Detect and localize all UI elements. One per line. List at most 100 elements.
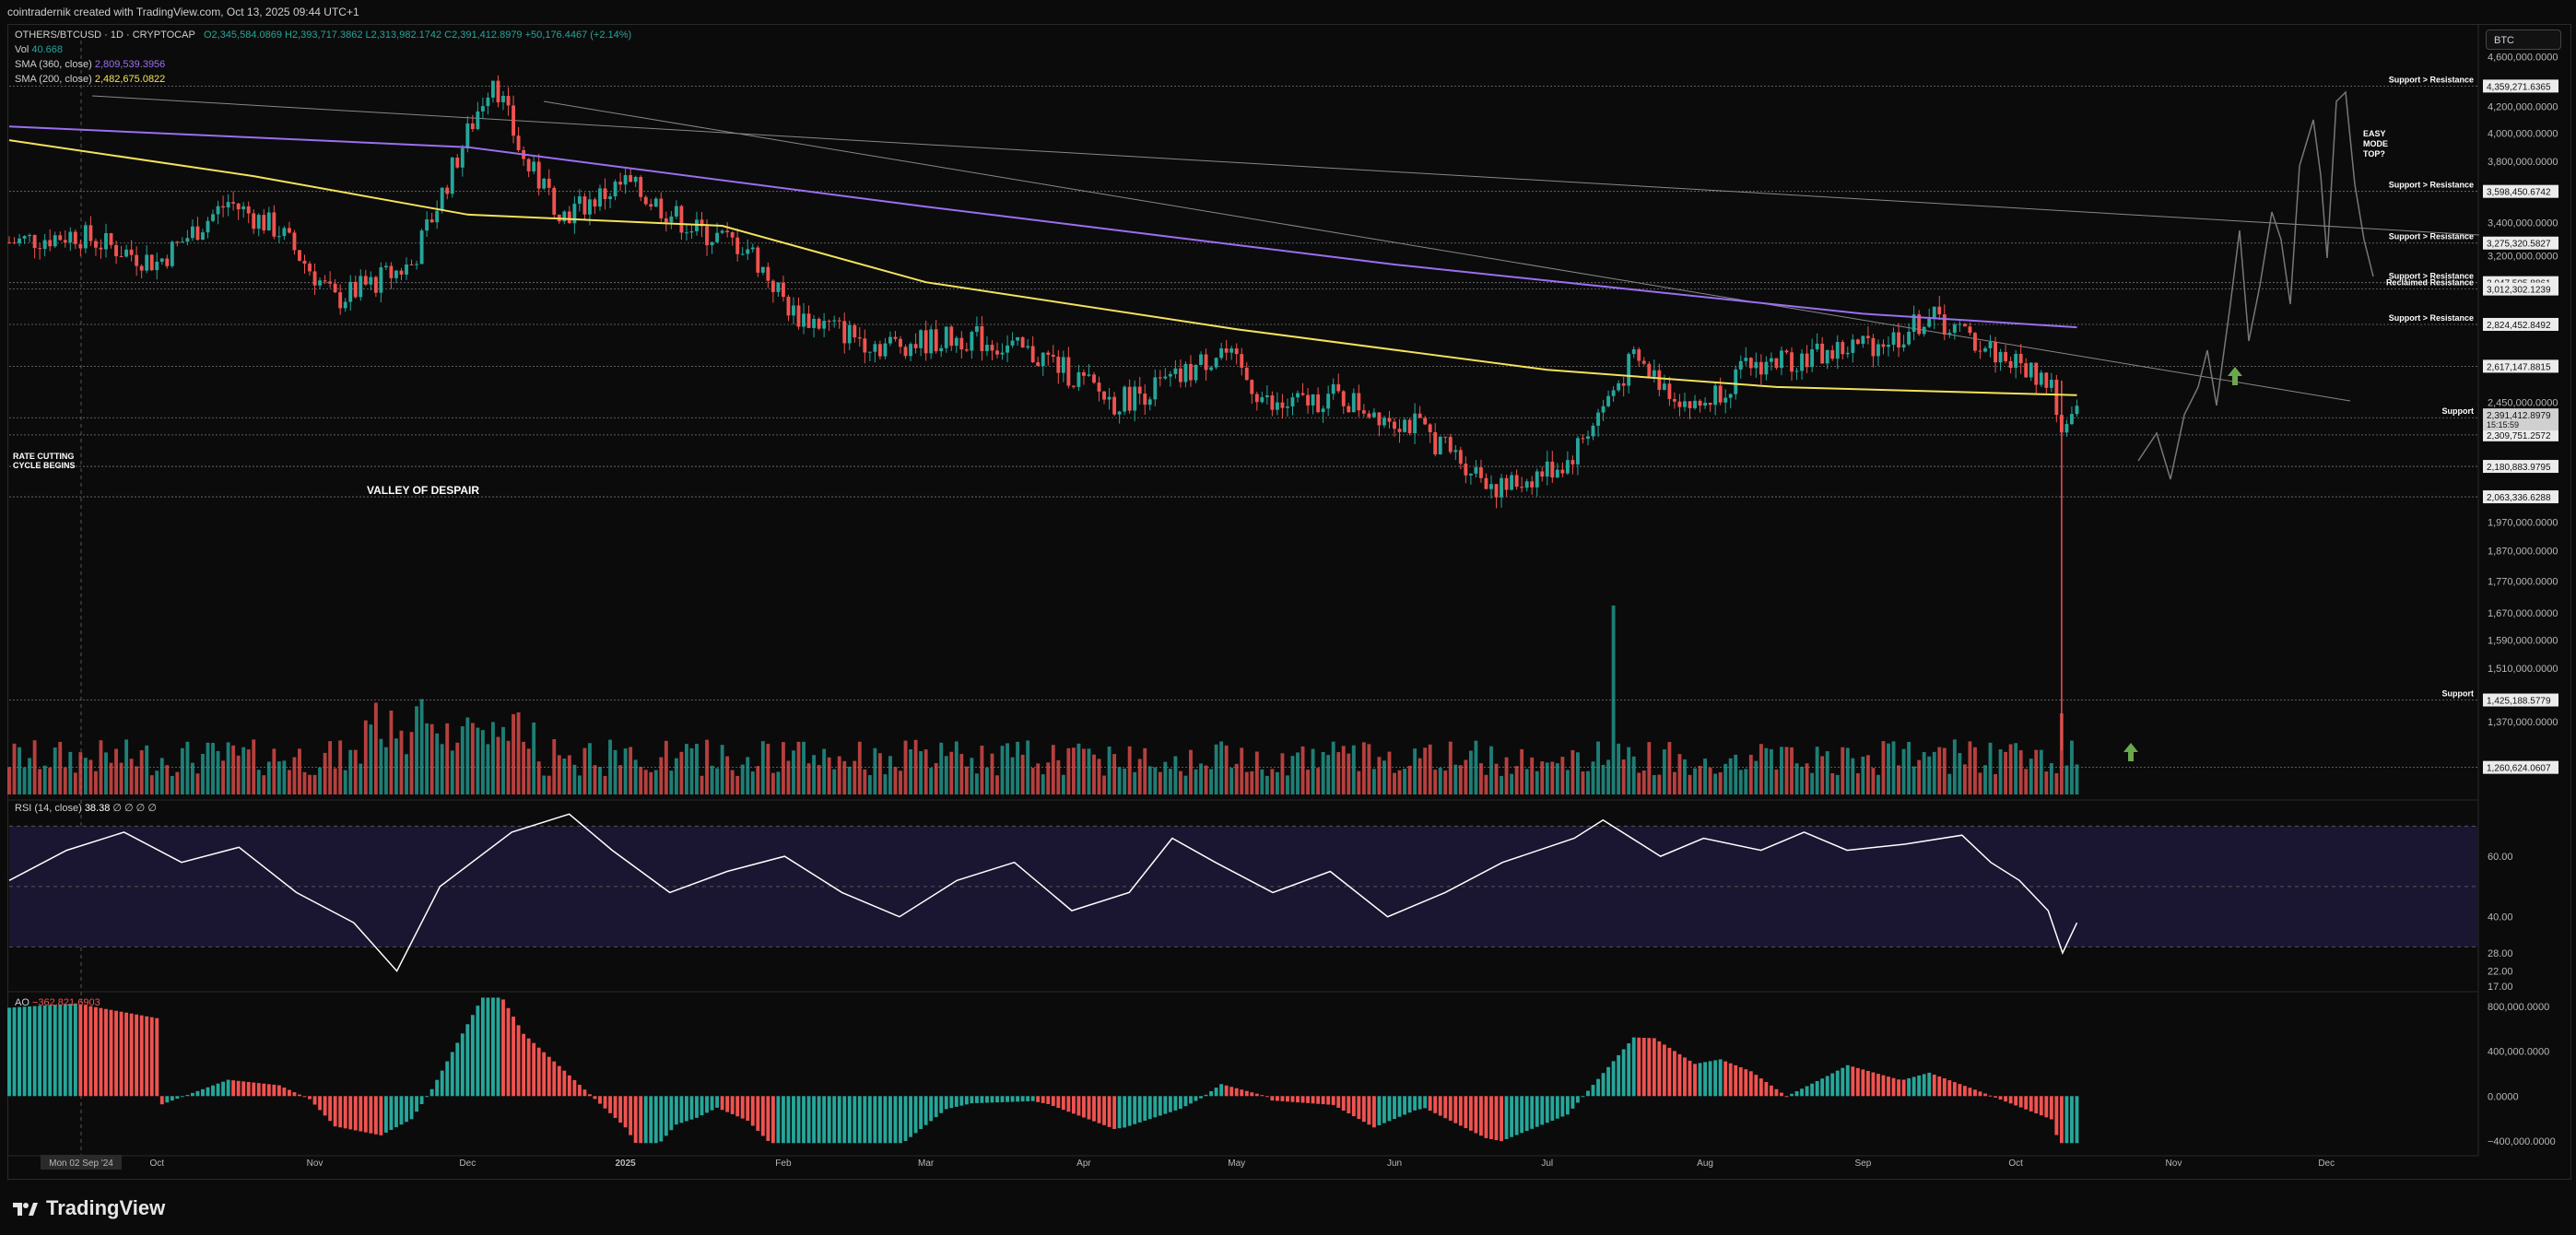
volume-bar [847,766,852,794]
candle-body [923,330,928,354]
ao-bar [725,1096,730,1112]
candle-body [1780,350,1783,369]
volume-bar [1764,747,1769,794]
volume-bar [1586,770,1590,794]
candle-body [980,325,984,351]
candle-body [399,270,404,275]
volume-bar [674,758,678,794]
ao-bar [939,1096,944,1113]
ao-bar [1066,1096,1071,1112]
currency-button[interactable]: BTC [2486,29,2561,50]
volume-bar [740,764,745,794]
candle-body [42,240,47,250]
candle-body [1458,450,1463,465]
volume-bar [1841,747,1845,794]
ao-bar [139,1015,144,1097]
ao-bar [802,1096,806,1144]
volume-bar [1387,751,1392,794]
candle-body [1728,394,1733,398]
ao-bar [1504,1096,1509,1139]
candle-body [1051,354,1055,357]
volume-bar [38,769,42,794]
candle-body [633,177,638,182]
ao-bar [1841,1067,1845,1097]
trendline [91,95,2480,236]
ao-bar [312,1096,317,1105]
volume-bar [532,722,536,794]
price-tick-label: 1,670,000.0000 [2488,608,2558,619]
candle-body [1631,349,1636,355]
price-tick-label: 3,400,000.0000 [2488,218,2558,229]
volume-bar [552,739,557,794]
ao-bar [1479,1096,1483,1136]
candle-body [1932,306,1936,319]
candle-body [1820,343,1825,364]
ao-bar [1158,1096,1162,1116]
legend-sma200-label: SMA (200, close) [15,74,92,85]
ao-bar [1917,1075,1922,1097]
candle-body [435,210,440,223]
volume-bar [359,763,363,794]
volume-bar [1234,763,1239,794]
ao-bar [272,1084,276,1097]
volume-bar [2014,743,2018,794]
candle-body [1973,333,1977,351]
ao-bar [1627,1043,1631,1097]
ao-bar [1143,1096,1147,1122]
candle-body [1117,411,1122,415]
ao-bar [1311,1096,1315,1104]
candle-body [149,254,154,271]
candle-body [1092,374,1096,383]
volume-bar [363,720,368,794]
volume-bar [42,765,47,794]
volume-bar [445,723,450,794]
candle-body [1240,354,1244,368]
volume-bar [1911,766,1916,794]
candle-body [1433,431,1438,455]
ao-bar [109,1009,113,1097]
ao-bar [256,1083,261,1097]
volume-bar [1275,771,1279,794]
volume-bar [1734,754,1738,794]
ao-bar [2064,1096,2069,1144]
chart-frame[interactable] [7,24,2571,1180]
ao-bar [1464,1096,1468,1129]
candle-body [1387,418,1392,422]
ao-bar [323,1096,327,1116]
volume-bar [369,724,373,794]
volume-bar [1835,774,1840,794]
volume-bar [1627,747,1631,794]
candle-body [1754,361,1759,369]
candle-body [2039,372,2043,385]
candle-body [792,305,795,316]
volume-bar [1214,744,1218,794]
candle-body [1734,369,1738,394]
time-tick-label: Aug [1697,1159,1713,1169]
ao-bar [1973,1089,1977,1097]
candle-body [603,188,607,200]
volume-bar [1545,762,1549,794]
volume-bar [1962,764,1967,794]
volume-bar [974,773,979,794]
ao-bar [1438,1096,1442,1116]
candle-body [1112,396,1117,415]
candle-body [1224,347,1229,353]
candle-body [1978,350,1982,352]
volume-bar [1189,749,1193,794]
candle-body [1377,412,1382,426]
ao-bar [929,1096,934,1122]
volume-bar [1209,769,1214,794]
volume-bar [1158,771,1162,794]
ao-bar [32,1006,37,1097]
ao-bar [211,1085,215,1097]
ao-bar [195,1090,200,1097]
candle-body [730,232,735,238]
ao-bar [292,1092,297,1097]
volume-bar [1428,744,1432,794]
ao-bar [450,1052,454,1097]
candle-body [532,161,536,171]
candle-body [159,258,164,262]
candle-body [63,240,67,243]
ao-bar [2039,1096,2043,1116]
